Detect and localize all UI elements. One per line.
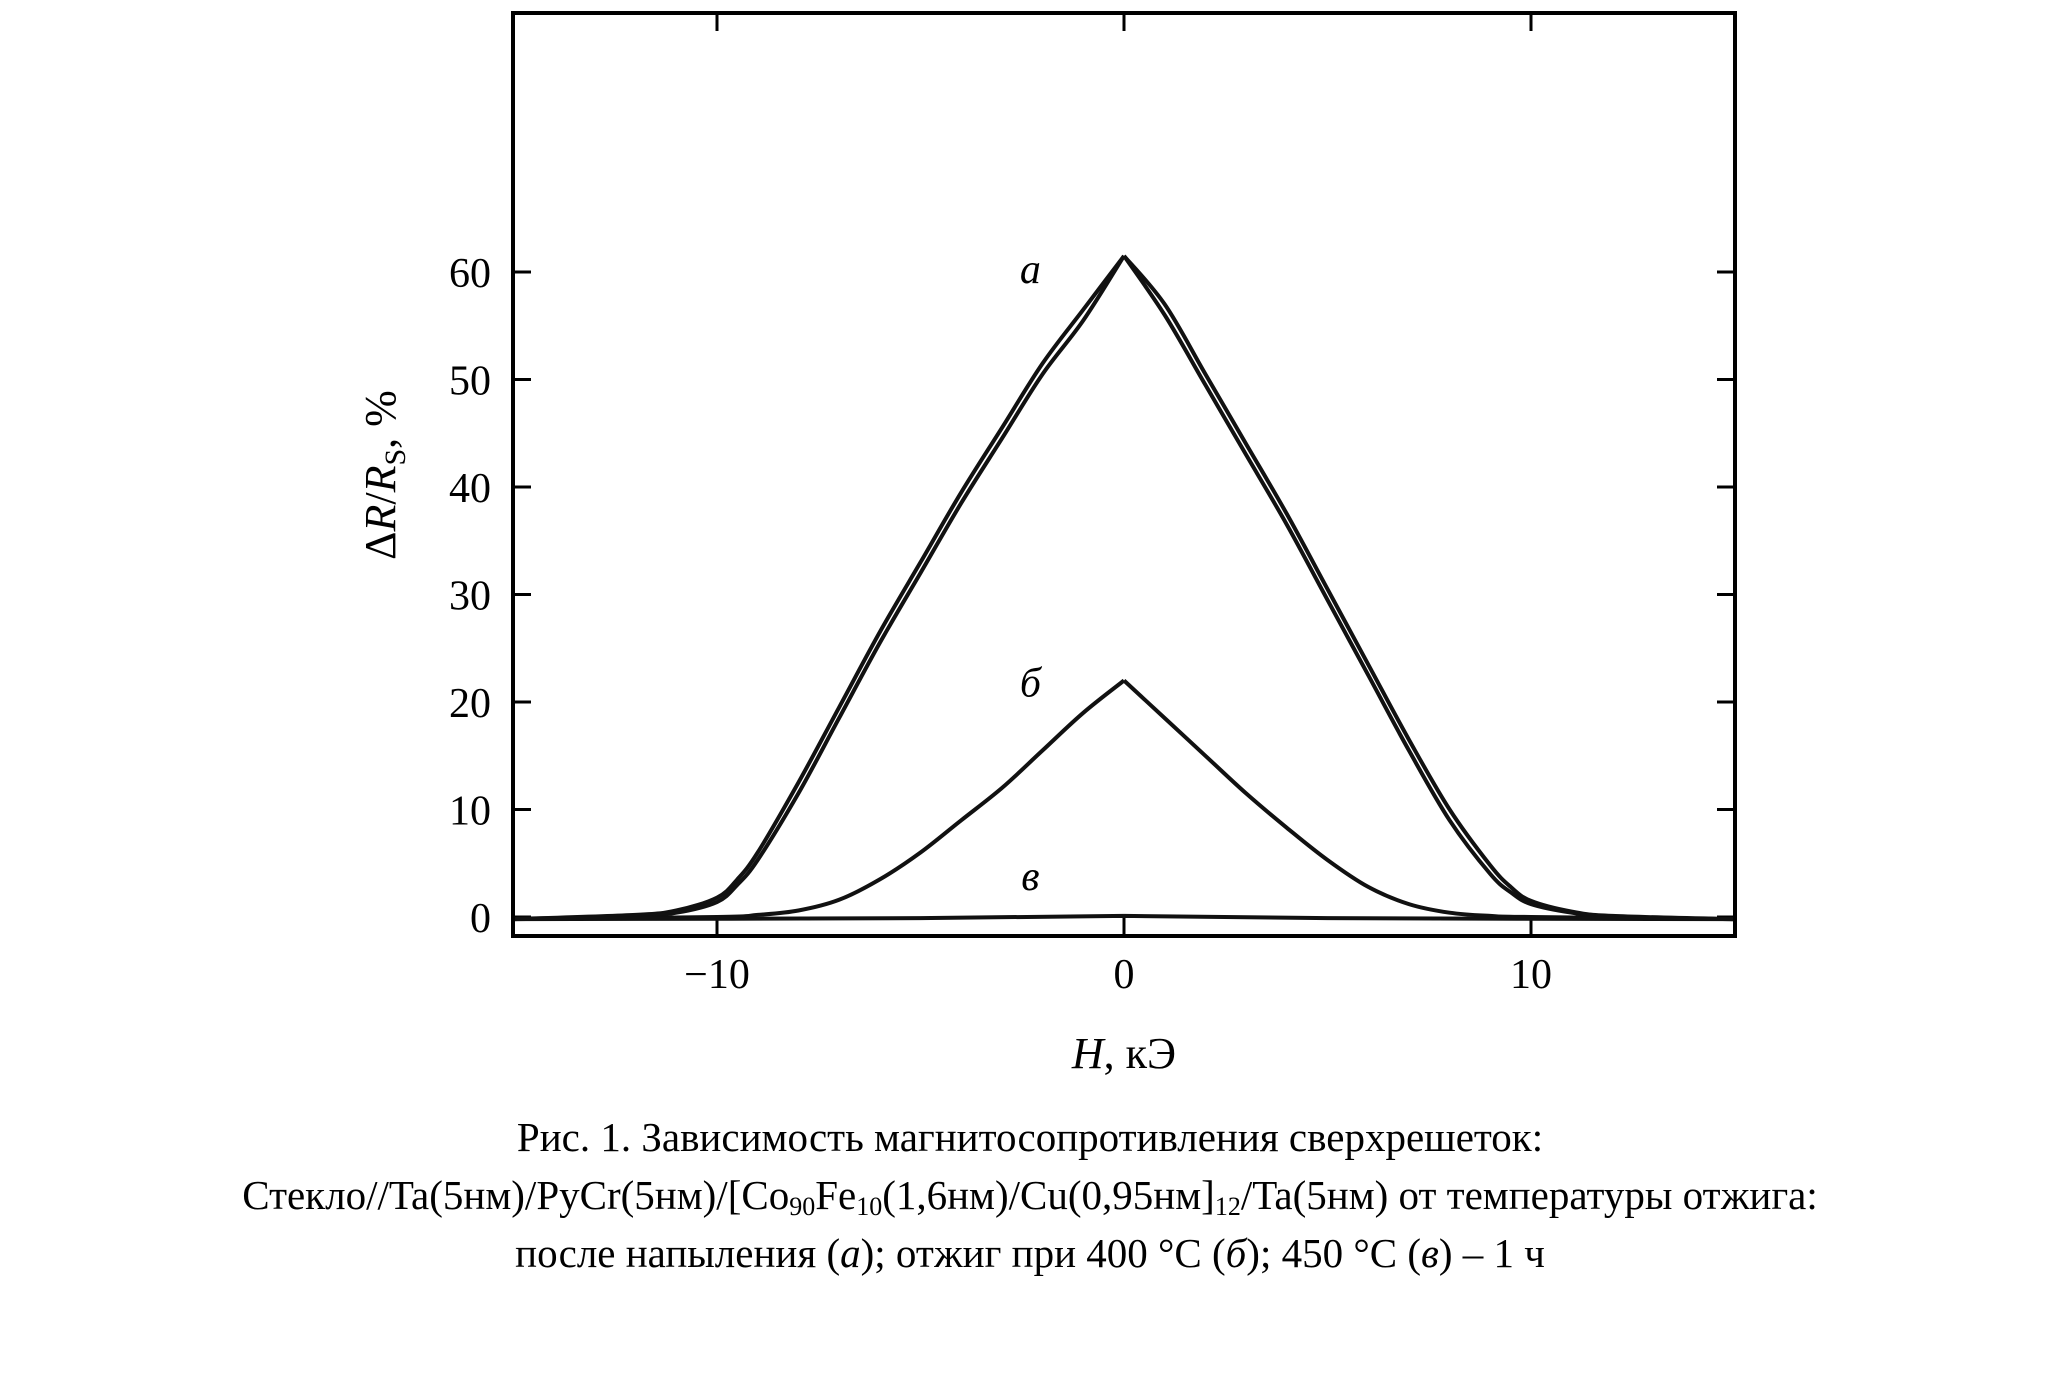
x-tick-label: 0	[1114, 952, 1135, 998]
caption-line-3: после напыления (а); отжиг при 400 °C (б…	[0, 1224, 2060, 1282]
caption-italic-b: б	[1225, 1230, 1247, 1276]
curve-3-line	[513, 913, 1735, 922]
caption-line-3-part-c: ); 450 °C (	[1246, 1230, 1421, 1276]
y-tick-label: 60	[449, 251, 491, 297]
caption-sub-90: 90	[789, 1192, 816, 1221]
y-tick-label: 0	[470, 896, 491, 942]
caption-sub-12: 12	[1214, 1192, 1241, 1221]
caption-line-2: Стекло//Ta(5нм)/PyCr(5нм)/[Co90Fe10(1,6н…	[0, 1166, 2060, 1224]
y-tick-label: 40	[449, 466, 491, 512]
curve-2-line	[513, 678, 1735, 922]
caption-italic-a: а	[840, 1230, 861, 1276]
caption-line-2-part-d: /Ta(5нм) от температуры отжига:	[1240, 1172, 1818, 1218]
labels-layer: 0 10 20 30 40 50 60 −10 0 10 а б в	[449, 247, 1552, 998]
y-axis-title: ΔR/RS, %	[356, 390, 412, 560]
caption-italic-v: в	[1421, 1230, 1439, 1276]
ticks-layer	[513, 13, 1735, 936]
caption-line-3-part-d: ) – 1 ч	[1438, 1230, 1545, 1276]
curve-1-line	[513, 254, 1735, 922]
caption-sub-10: 10	[856, 1192, 883, 1221]
curve-0-line	[513, 254, 1735, 922]
caption-line-2-part-c: (1,6нм)/Cu(0,95нм]	[882, 1172, 1215, 1218]
y-tick-label: 30	[449, 574, 491, 620]
curve-annotation-0: а	[1020, 247, 1041, 293]
caption-line-3-part-a: после напыления (	[515, 1230, 841, 1276]
figure-caption: Рис. 1. Зависимость магнитосопротивления…	[0, 1108, 2060, 1282]
curves-layer	[513, 254, 1735, 922]
plot-frame	[511, 11, 1737, 938]
curve-annotation-2: в	[1021, 854, 1039, 900]
caption-line-2-part-a: Стекло//Ta(5нм)/PyCr(5нм)/[Co	[242, 1172, 790, 1218]
caption-line-1: Рис. 1. Зависимость магнитосопротивления…	[0, 1108, 2060, 1166]
curve-annotation-1: б	[1020, 661, 1043, 707]
x-axis-title: H, кЭ	[1071, 1029, 1176, 1078]
y-tick-label: 20	[449, 681, 491, 727]
caption-line-1-text: Рис. 1. Зависимость магнитосопротивления…	[516, 1114, 1544, 1160]
caption-line-3-part-b: ); отжиг при 400 °C (	[860, 1230, 1226, 1276]
x-tick-label: −10	[684, 952, 750, 998]
y-tick-label: 50	[449, 359, 491, 405]
x-tick-label: 10	[1510, 952, 1552, 998]
caption-line-2-part-b: Fe	[815, 1172, 857, 1218]
y-tick-label: 10	[449, 789, 491, 835]
